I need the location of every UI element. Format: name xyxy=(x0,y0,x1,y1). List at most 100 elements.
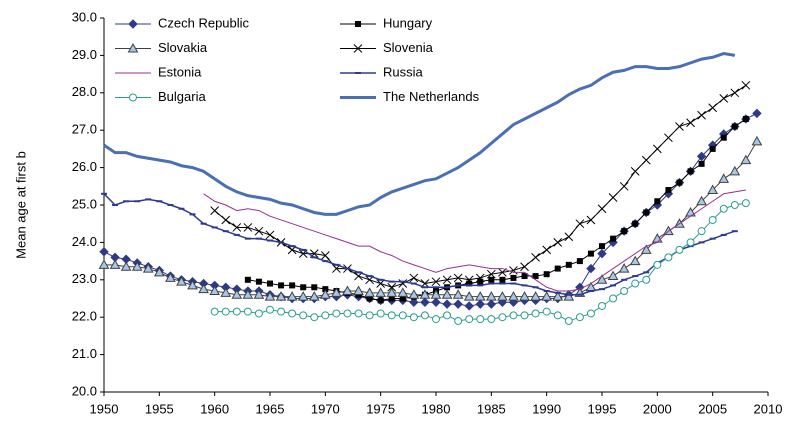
data-point xyxy=(475,299,485,309)
data-point xyxy=(232,223,242,232)
data-point xyxy=(730,201,739,209)
data-point xyxy=(409,273,419,283)
x-tick-label: 2000 xyxy=(643,401,672,416)
data-point xyxy=(752,108,762,119)
data-point xyxy=(741,199,750,208)
data-point xyxy=(729,165,741,176)
legend-label: Hungary xyxy=(383,15,433,30)
data-point xyxy=(286,291,298,301)
data-point xyxy=(642,275,651,284)
data-point xyxy=(187,279,198,290)
data-point xyxy=(420,297,430,307)
data-point xyxy=(520,311,529,320)
x-tick-label: 1965 xyxy=(256,401,285,416)
legend-label: The Netherlands xyxy=(383,89,480,104)
data-point xyxy=(475,273,485,283)
data-point xyxy=(98,259,110,269)
data-point xyxy=(365,311,374,320)
data-point xyxy=(519,291,530,301)
legend-label: Slovakia xyxy=(158,40,208,55)
y-tick-label: 22.0 xyxy=(72,309,97,324)
data-point xyxy=(387,282,397,292)
data-point xyxy=(531,253,540,262)
data-point xyxy=(587,250,594,257)
data-point xyxy=(488,276,495,283)
x-tick-label: 1995 xyxy=(588,401,617,416)
x-tick-label: 1950 xyxy=(90,401,119,416)
data-point xyxy=(575,313,584,322)
data-point xyxy=(619,181,629,191)
data-point xyxy=(708,103,718,113)
series-line xyxy=(103,193,736,296)
data-point xyxy=(487,315,496,324)
data-point xyxy=(221,215,231,225)
data-point xyxy=(243,307,252,316)
data-point xyxy=(198,283,209,294)
data-point xyxy=(142,263,154,273)
data-point xyxy=(554,265,561,272)
data-point xyxy=(607,270,619,281)
data-point xyxy=(210,206,220,215)
data-point xyxy=(267,280,273,287)
legend-marker xyxy=(128,19,138,29)
data-point xyxy=(608,193,618,202)
data-point xyxy=(376,309,385,318)
data-point xyxy=(565,261,572,268)
data-point xyxy=(609,294,618,303)
data-point xyxy=(552,291,564,301)
data-point xyxy=(510,274,517,281)
data-point xyxy=(629,255,641,266)
data-point xyxy=(364,287,375,297)
data-point xyxy=(408,289,420,299)
data-point xyxy=(532,273,539,280)
data-point xyxy=(443,311,452,320)
data-point xyxy=(342,285,353,296)
data-point xyxy=(275,291,287,301)
x-tick-label: 1985 xyxy=(477,401,506,416)
data-point xyxy=(109,259,121,269)
series-line xyxy=(104,141,758,298)
data-point xyxy=(99,247,109,257)
data-point xyxy=(664,133,673,143)
data-point xyxy=(474,291,486,301)
data-point xyxy=(742,115,749,122)
data-point xyxy=(165,272,176,282)
data-point xyxy=(531,309,540,318)
data-point xyxy=(652,144,662,154)
data-point xyxy=(563,291,575,301)
x-tick-label: 1975 xyxy=(366,401,395,416)
data-point xyxy=(431,297,441,307)
data-point xyxy=(210,307,219,316)
data-point xyxy=(509,311,518,320)
data-point xyxy=(620,287,629,296)
data-point xyxy=(564,232,574,242)
data-point xyxy=(575,219,585,229)
series-line xyxy=(247,118,747,301)
data-point xyxy=(709,145,716,152)
data-point xyxy=(299,311,308,320)
data-point xyxy=(553,311,562,320)
data-point xyxy=(718,173,730,183)
x-tick-label: 2010 xyxy=(754,401,783,416)
data-point xyxy=(542,307,551,316)
data-point xyxy=(277,307,286,316)
data-point xyxy=(576,258,583,265)
data-point xyxy=(220,287,232,297)
data-point xyxy=(308,291,320,301)
data-point xyxy=(586,215,596,225)
data-point xyxy=(477,278,484,285)
data-point xyxy=(553,238,563,247)
data-point xyxy=(485,291,497,301)
data-point xyxy=(586,309,595,318)
y-tick-label: 26.0 xyxy=(72,159,97,174)
x-tick-label: 1960 xyxy=(200,401,229,416)
data-point xyxy=(521,273,528,280)
data-point xyxy=(254,226,264,236)
series-line xyxy=(103,51,736,216)
data-point xyxy=(698,160,705,167)
data-point xyxy=(751,135,763,146)
data-point xyxy=(354,309,363,318)
data-point xyxy=(321,311,330,320)
y-axis-label: Mean age at first b xyxy=(13,151,28,259)
data-point xyxy=(741,80,751,90)
